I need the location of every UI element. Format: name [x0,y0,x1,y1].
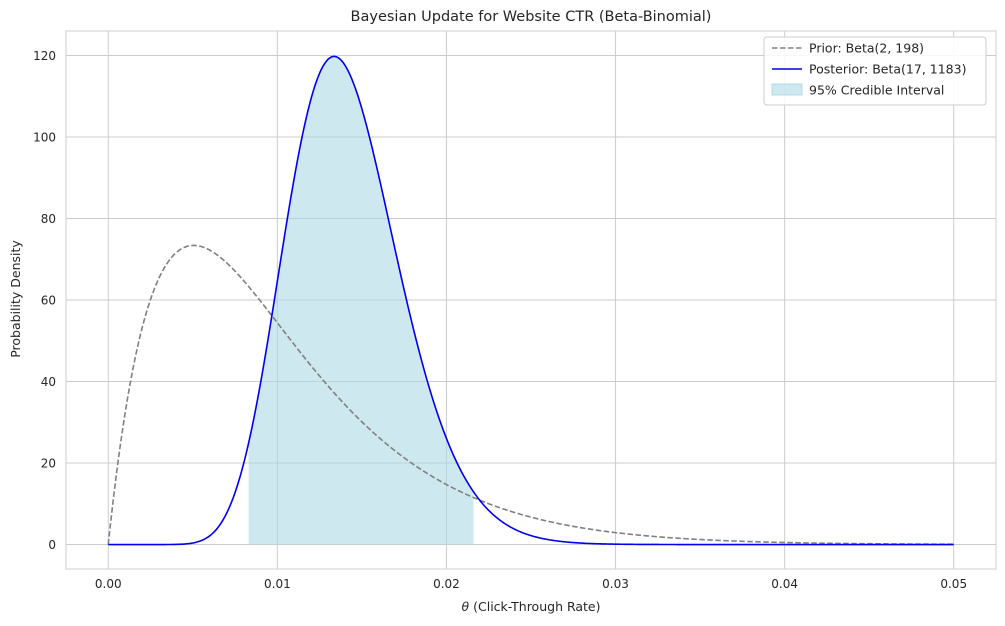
legend-ci-label: 95% Credible Interval [809,83,944,98]
legend: Prior: Beta(2, 198) Posterior: Beta(17, … [763,36,987,106]
legend-ci-swatch [771,83,803,96]
plot-frame [65,30,997,570]
x-tick-label: 0.03 [602,577,629,591]
legend-prior-label: Prior: Beta(2, 198) [809,41,924,56]
x-tick-label: 0.01 [264,577,291,591]
y-tick-label: 120 [33,49,56,63]
y-axis-label: Probability Density [8,240,23,358]
y-tick-label: 0 [48,538,56,552]
y-tick-label: 20 [41,457,56,471]
prior-line [107,244,954,546]
chart-title: Bayesian Update for Website CTR (Beta-Bi… [351,9,712,25]
credible-interval-area [248,56,474,545]
y-tick-label: 40 [41,375,56,389]
y-tick-label: 60 [41,294,56,308]
credible-interval-fill [248,56,474,545]
x-axis-label: θ (Click-Through Rate) [461,599,600,614]
y-tick-labels: 0 20 40 60 80 100 120 [33,49,56,552]
grid [66,31,996,569]
legend-box [763,36,987,106]
x-tick-label: 0.05 [940,577,967,591]
x-axis-label-text: (Click-Through Rate) [469,599,600,614]
posterior-line [108,55,954,546]
x-tick-label: 0.00 [95,577,122,591]
x-tick-label: 0.02 [433,577,460,591]
legend-posterior-label: Posterior: Beta(17, 1183) [809,62,966,77]
y-tick-label: 80 [41,212,56,226]
series-lines [107,55,954,546]
x-tick-labels: 0.00 0.01 0.02 0.03 0.04 0.05 [95,577,967,591]
x-tick-label: 0.04 [771,577,798,591]
y-tick-label: 100 [33,130,56,144]
x-axis-symbol: θ [461,599,469,614]
